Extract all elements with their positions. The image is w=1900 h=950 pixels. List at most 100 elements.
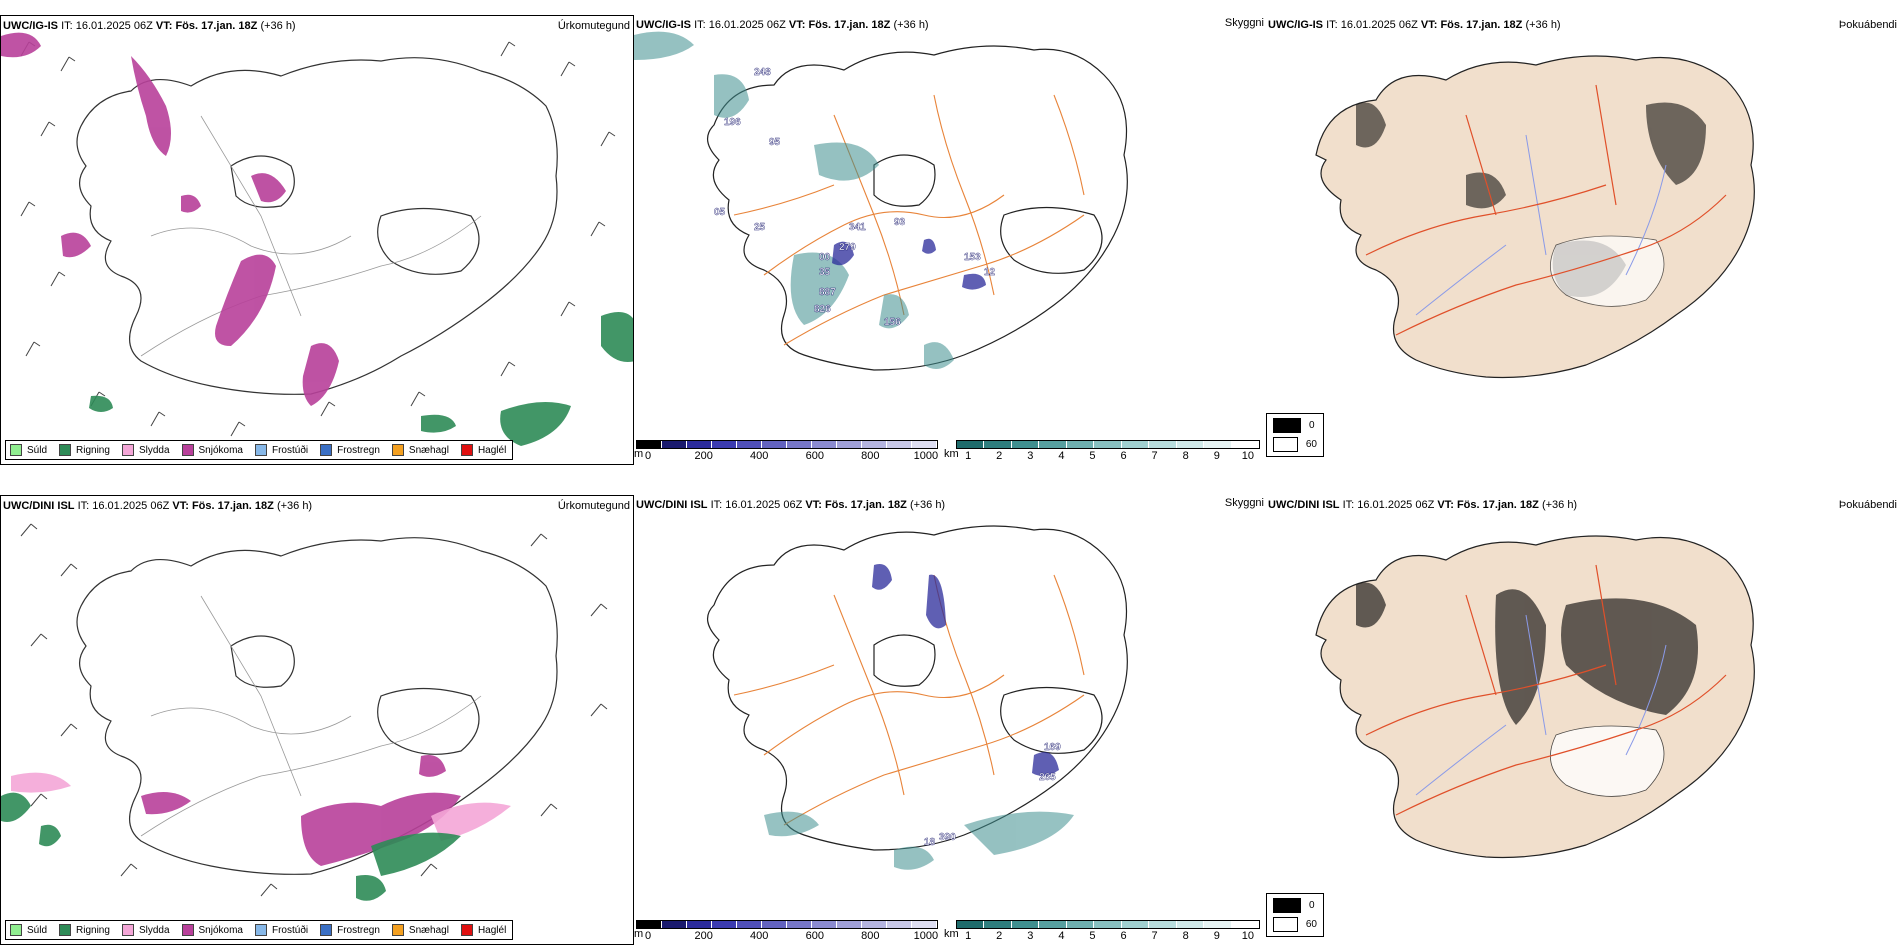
colorbar-tick-label: 5 [1089, 450, 1096, 462]
roads [140, 595, 482, 837]
precip-header-top: UWC/IG-IS IT: 16.01.2025 06Z VT: Fös. 17… [3, 20, 296, 32]
colorbar-tick-label: 600 [805, 930, 824, 942]
colorbar-cell [1011, 921, 1040, 928]
colorbar-cell [1066, 921, 1095, 928]
fog-panel-bottom: UWC/DINI ISL IT: 16.01.2025 06Z VT: Fös.… [1266, 495, 1900, 945]
fog-legend-bottom: 0 60 [1266, 893, 1324, 937]
precip-legend-bottom: Súld Rigning Slydda Snjókoma Frostúði Fr… [5, 920, 514, 940]
colorbar-cell [1149, 441, 1177, 448]
wind-barbs [20, 523, 608, 897]
colorbar-cell [912, 441, 937, 448]
precip-header-bottom: UWC/DINI ISL IT: 16.01.2025 06Z VT: Fös.… [3, 500, 313, 512]
colorbar-cell [1176, 441, 1205, 448]
fog-map-bottom [1315, 535, 1755, 859]
cloud-base-label: 248 [754, 67, 771, 78]
colorbar-cell [1121, 441, 1150, 448]
rivers [1415, 134, 1667, 316]
colorbar-cell [787, 921, 812, 928]
colorbar-cell [737, 441, 762, 448]
precip-legend-top: Súld Rigning Slydda Snjókoma Frostúði Fr… [5, 440, 514, 460]
cloud-base-label: 169 [1044, 742, 1061, 753]
colorbar-tick-label: 10 [1241, 450, 1254, 462]
legend-swatch-slydda [121, 924, 134, 936]
colorbar-tick-label: 2 [996, 450, 1003, 462]
cloud-header-bottom: UWC/DINI ISL IT: 16.01.2025 06Z VT: Fös.… [636, 499, 946, 511]
iceland-outline [707, 45, 1128, 371]
visibility-shading [764, 811, 1074, 870]
colorbar-tick-label: 3 [1027, 930, 1034, 942]
colorbar-cell [1231, 921, 1259, 928]
visibility-colorbar-bottom: 1 2 3 4 5 6 7 8 9 10 [956, 920, 1260, 943]
cloud-base-label: 18 [924, 837, 936, 848]
cloud-base-label: 341 [849, 222, 866, 233]
colorbar-cell [1094, 921, 1122, 928]
colorbar-cell [712, 921, 737, 928]
colorbar-cell [762, 921, 787, 928]
colorbar-cell [1204, 921, 1232, 928]
colorbar-cell [787, 441, 812, 448]
legend-swatch-haglel [460, 444, 473, 456]
cloud-base-label: 12 [984, 267, 996, 278]
rivers [1415, 614, 1667, 796]
ceiling-unit-top: m [634, 448, 644, 460]
cloud-base-label: 05 [714, 207, 726, 218]
colorbar-tick-label: 200 [694, 450, 713, 462]
precip-type-panel-bottom: UWC/DINI ISL IT: 16.01.2025 06Z VT: Fös.… [0, 495, 634, 945]
colorbar-cell [837, 921, 862, 928]
colorbar-cell [687, 921, 712, 928]
cloud-base-label: 153 [964, 252, 981, 263]
cloud-header-top: UWC/IG-IS IT: 16.01.2025 06Z VT: Fös. 17… [636, 19, 929, 31]
legend-swatch-snaehagl [391, 924, 404, 936]
colorbar-tick-label: 6 [1120, 930, 1127, 942]
rain-areas [89, 312, 633, 446]
colorbar-cell [1149, 921, 1177, 928]
colorbar-tick-label: 4 [1058, 930, 1065, 942]
legend-swatch-frostudi [254, 924, 267, 936]
cloud-base-label: 265 [1039, 772, 1056, 783]
roads [733, 574, 1085, 826]
colorbar-tick-label: 10 [1241, 930, 1254, 942]
cloud-base-label: 25 [754, 222, 766, 233]
colorbar-cell [887, 921, 912, 928]
legend-swatch-snjokoma [181, 924, 194, 936]
colorbar-cell [1231, 441, 1259, 448]
colorbar-cell [812, 921, 837, 928]
colorbar-cell [737, 921, 762, 928]
snow-areas [141, 755, 461, 866]
ceiling-shading [832, 238, 986, 290]
precip-type-title-top: Úrkomutegund [557, 20, 630, 32]
legend-swatch-sudl [10, 924, 22, 936]
cloud-base-label: 93 [894, 217, 906, 228]
fog-title-bottom: Þokuábendi [1838, 499, 1897, 511]
cloud-title-top: Skyggni [1224, 17, 1264, 29]
colorbar-cell [984, 441, 1012, 448]
colorbar-tick-label: 7 [1151, 450, 1158, 462]
colorbar-cell [887, 441, 912, 448]
iceland-land [1315, 535, 1755, 859]
colorbar-cell [637, 441, 662, 448]
legend-swatch-frostudi [254, 444, 267, 456]
ceiling-colorbar-bottom: 0 200 400 600 800 1000 [636, 920, 938, 943]
colorbar-tick-label: 7 [1151, 930, 1158, 942]
roads [733, 94, 1085, 346]
cloud-base-label: 196 [724, 117, 741, 128]
colorbar-tick-label: 4 [1058, 450, 1065, 462]
legend-swatch-snaehagl [391, 444, 404, 456]
visibility-unit-bottom: km [944, 928, 959, 940]
cloud-panel-bottom: 169 265 18 390 UWC/DINI ISL IT: 16.01.2025 … [634, 495, 1266, 945]
precip-type-panel-top: UWC/IG-IS IT: 16.01.2025 06Z VT: Fös. 17… [0, 15, 634, 465]
fog-map-top [1315, 55, 1755, 379]
colorbar-tick-label: 9 [1213, 450, 1220, 462]
colorbar-cell [762, 441, 787, 448]
legend-swatch-sudl [10, 444, 22, 456]
cloud-base-label: 887 [819, 287, 836, 298]
glacier [1549, 235, 1665, 307]
colorbar-cell [957, 921, 985, 928]
visibility-colorbar-top: 1 2 3 4 5 6 7 8 9 10 [956, 440, 1260, 463]
visibility-unit-top: km [944, 448, 959, 460]
colorbar-cell [984, 921, 1012, 928]
cloud-base-label: 279 [839, 242, 856, 253]
fog-header-top: UWC/IG-IS IT: 16.01.2025 06Z VT: Fös. 17… [1268, 19, 1561, 31]
colorbar-tick-label: 0 [645, 450, 652, 462]
colorbar-cell [1039, 441, 1067, 448]
